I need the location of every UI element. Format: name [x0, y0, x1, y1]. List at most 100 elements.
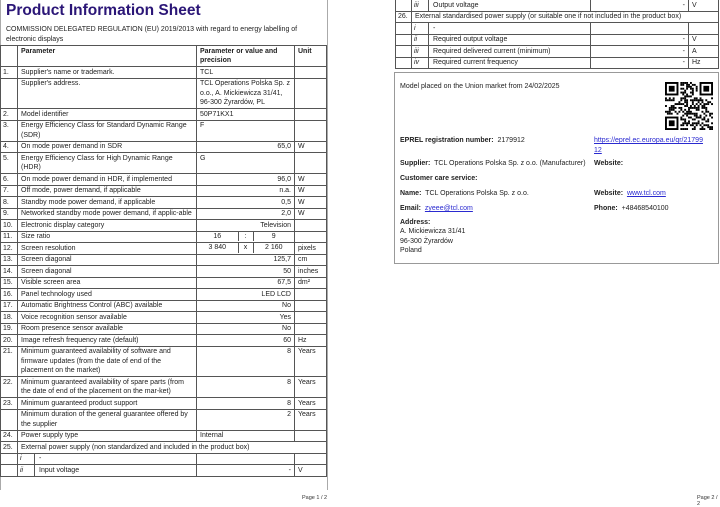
page-number-2: Page 2 / 2 [697, 495, 718, 507]
table-row: 6. On mode power demand in HDR, if implem… [0, 173, 327, 186]
parameter-cell: Panel technology used [17, 288, 197, 301]
section-heading: External standardised power supply (or s… [411, 10, 719, 23]
table-row: ii Input voltage - V [0, 464, 327, 477]
parameter-label: - [433, 24, 436, 32]
email-link[interactable]: zyeee@tcl.com [424, 205, 473, 212]
email-label: Email: [400, 205, 422, 212]
value-cell: - [590, 56, 689, 69]
table-row: 19. Room presence sensor available No [0, 322, 327, 335]
unit-cell: A [688, 45, 719, 58]
parameter-cell: Automatic Brightness Control (ABC) avail… [17, 299, 197, 312]
parameter-cell: Size ratio [17, 230, 197, 243]
row-number: 7. [0, 184, 18, 197]
address-label: Address: [400, 219, 431, 226]
parameter-cell: Room presence sensor available [17, 322, 197, 335]
parameter-label: Required delivered current (minimum) [433, 47, 551, 55]
phone-value: +48468540100 [621, 205, 669, 212]
parameter-cell: Screen diagonal [17, 265, 197, 278]
header-value: Parameter or value and precision [196, 45, 295, 67]
row-number: 17. [0, 299, 18, 312]
parameter-label: Screen diagonal [21, 267, 72, 275]
table-row: 2. Model identifier 50P71KX1 [0, 108, 327, 121]
unit-cell: Years [294, 345, 327, 377]
parameter-cell: ii Input voltage [17, 464, 197, 477]
value-cell: - [590, 0, 689, 12]
parameter-cell: On mode power demand in SDR [17, 140, 197, 153]
row-number: 22. [0, 376, 18, 398]
table-row: 4. On mode power demand in SDR 65,0 W [0, 140, 327, 153]
parameter-label: Required current frequency [433, 59, 518, 66]
table-row: i- [395, 22, 719, 35]
value-cell: 8 [196, 397, 295, 410]
parameter-label: Minimum guaranteed availability of spare… [21, 378, 185, 396]
value-cell: 8 [196, 376, 295, 398]
row-number: 11. [0, 230, 18, 243]
table-row: iii Output voltage - V [395, 0, 719, 12]
parameter-cell: Minimum guaranteed availability of softw… [17, 345, 197, 377]
row-number: 20. [0, 334, 18, 347]
parameter-label: Screen diagonal [21, 256, 72, 263]
parameter-label: Automatic Brightness Control (ABC) avail… [21, 302, 163, 309]
parameter-label: Off mode, power demand, if applicable [21, 187, 141, 194]
roman-index: iv [413, 57, 429, 68]
table-row: 7. Off mode, power demand, if applicable n… [0, 184, 327, 197]
unit-cell [294, 322, 327, 335]
qr-code[interactable] [665, 82, 713, 130]
unit-cell: pixels [294, 242, 327, 255]
table-row: 25. External power supply (non standardiz… [0, 441, 327, 454]
value-cell: 60 [196, 334, 295, 347]
unit-cell: inches [294, 265, 327, 278]
table-row: 23. Minimum guaranteed product support 8 Ye… [0, 397, 327, 410]
care-website-link[interactable]: www.tcl.com [626, 190, 666, 197]
table-row: i- [0, 452, 327, 465]
parameter-label: On mode power demand in SDR [21, 143, 123, 150]
roman-index: i [413, 23, 429, 34]
unit-cell [294, 152, 327, 174]
phone-label: Phone: [594, 205, 618, 212]
value-part: 9 [271, 232, 276, 240]
parameter-cell: Off mode, power demand, if applicable [17, 184, 197, 197]
row-number: 19. [0, 322, 18, 335]
row-number: 12. [0, 242, 18, 255]
parameter-cell: Model identifier [17, 108, 197, 121]
unit-cell [294, 452, 327, 465]
parameter-cell: Screen diagonal [17, 253, 197, 266]
value-cell: 67,5 [196, 276, 295, 289]
unit-cell [294, 108, 327, 121]
parameter-cell: i- [17, 452, 197, 465]
value-cell: 16: 9 [196, 230, 295, 243]
parameter-cell: On mode power demand in HDR, if implemen… [17, 173, 197, 186]
eprel-link[interactable]: https://eprel.ec.europa.eu/qr/2179912 [594, 137, 703, 154]
parameter-label: Required output voltage [433, 36, 508, 43]
unit-cell: V [688, 0, 719, 12]
parameter-label: Voice recognition sensor available [21, 313, 127, 321]
power-supply-table: iii Output voltage - V 26. External standardi… [395, 0, 719, 69]
unit-cell: Hz [688, 56, 719, 69]
header-parameter: Parameter [17, 45, 197, 67]
value-cell: 125,7 [196, 253, 295, 266]
roman-index: iii [413, 0, 429, 11]
page-number-1: Page 1 / 2 [302, 495, 328, 501]
parameter-label: Electronic display category [21, 221, 105, 229]
parameter-label: - [39, 455, 42, 462]
parameter-cell: Supplier's name or trademark. [17, 66, 197, 79]
value-part: 3 840 [198, 243, 239, 253]
row-number: 14. [0, 265, 18, 278]
value-cell: F [196, 119, 295, 142]
parameter-cell: Power supply type [17, 429, 197, 442]
regulation-subtitle: COMMISSION DELEGATED REGULATION (EU) 201… [6, 26, 298, 43]
table-row: 14. Screen diagonal 50 inches [0, 265, 327, 278]
parameter-label: Visible screen area [21, 279, 81, 286]
value-cell: 65,0 [196, 140, 295, 153]
row-number [395, 0, 412, 12]
roman-index: iii [413, 46, 429, 57]
table-row: ii Required output voltage - V [395, 33, 719, 46]
value-cell: 3 840 x 2 160 [196, 242, 295, 255]
parameter-cell: Visible screen area [17, 276, 197, 289]
row-number [0, 77, 18, 109]
parameters-table: Parameter Parameter or value and precisi… [0, 45, 327, 477]
unit-cell [294, 219, 327, 232]
parameter-label: Size ratio [21, 233, 51, 240]
parameter-cell: Image refresh frequency rate (default) [17, 334, 197, 347]
parameter-label: Output voltage [433, 1, 479, 9]
